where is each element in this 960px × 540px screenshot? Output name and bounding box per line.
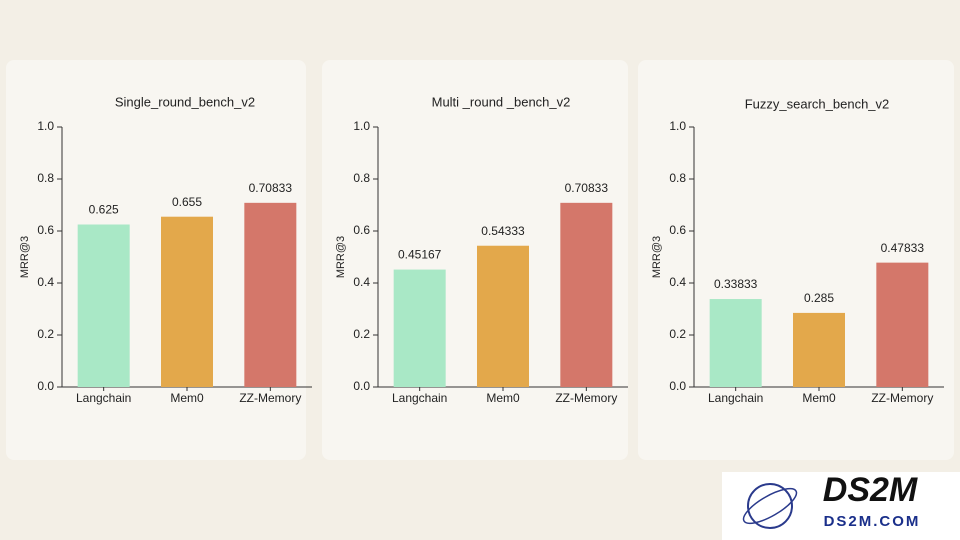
chart-title: Single_round_bench_v2 [115, 94, 255, 109]
bar [876, 262, 929, 387]
x-tick-label: ZZ-Memory [239, 391, 301, 405]
value-label: 0.285 [804, 291, 834, 305]
watermark-box [722, 472, 960, 540]
y-tick-label: 0.0 [669, 379, 686, 393]
x-tick-label: Mem0 [170, 391, 204, 405]
y-tick-label: 1.0 [669, 119, 686, 133]
y-tick-label: 0.2 [353, 327, 370, 341]
y-tick-label: 0.4 [669, 275, 686, 289]
watermark-logo [742, 487, 798, 525]
watermark: DS2M DS2M.COM [722, 471, 960, 540]
y-axis-label: MRR@3 [335, 236, 347, 278]
x-tick-label: ZZ-Memory [871, 391, 933, 405]
y-tick-label: 0.6 [669, 223, 686, 237]
y-tick-label: 1.0 [37, 119, 54, 133]
value-label: 0.625 [89, 203, 119, 217]
value-label: 0.70833 [565, 181, 609, 195]
watermark-url: DS2M.COM [824, 513, 921, 530]
y-tick-label: 0.8 [37, 171, 54, 185]
y-axis-label: MRR@3 [651, 236, 663, 278]
x-tick-label: Langchain [392, 391, 447, 405]
y-tick-label: 1.0 [353, 119, 370, 133]
x-tick-label: Mem0 [486, 391, 520, 405]
value-label: 0.33833 [714, 277, 758, 291]
y-tick-label: 0.4 [353, 275, 370, 289]
y-tick-label: 0.6 [37, 223, 54, 237]
chart-title: Multi _round _bench_v2 [432, 94, 571, 109]
bar [560, 202, 613, 387]
y-tick-label: 0.4 [37, 275, 54, 289]
y-axis-label: MRR@3 [19, 236, 31, 278]
x-tick-label: ZZ-Memory [555, 391, 617, 405]
bar [161, 216, 213, 387]
bar [393, 269, 446, 387]
value-label: 0.45167 [398, 248, 442, 262]
y-tick-label: 0.8 [353, 171, 370, 185]
y-tick-label: 0.0 [353, 379, 370, 393]
bar [709, 299, 762, 387]
chart-title: Fuzzy_search_bench_v2 [745, 96, 890, 111]
bar [244, 202, 297, 387]
value-label: 0.54333 [481, 224, 525, 238]
watermark-logo [747, 483, 793, 529]
bar [477, 245, 529, 387]
y-tick-label: 0.2 [37, 327, 54, 341]
x-tick-label: Langchain [708, 391, 763, 405]
bar [77, 224, 130, 387]
y-tick-label: 0.8 [669, 171, 686, 185]
value-label: 0.47833 [881, 241, 925, 255]
value-label: 0.655 [172, 195, 202, 209]
value-label: 0.70833 [249, 181, 293, 195]
y-tick-label: 0.2 [669, 327, 686, 341]
y-tick-label: 0.0 [37, 379, 54, 393]
x-tick-label: Mem0 [802, 391, 836, 405]
bar [793, 312, 845, 387]
y-tick-label: 0.6 [353, 223, 370, 237]
watermark-name: DS2M [823, 471, 918, 509]
x-tick-label: Langchain [76, 391, 131, 405]
